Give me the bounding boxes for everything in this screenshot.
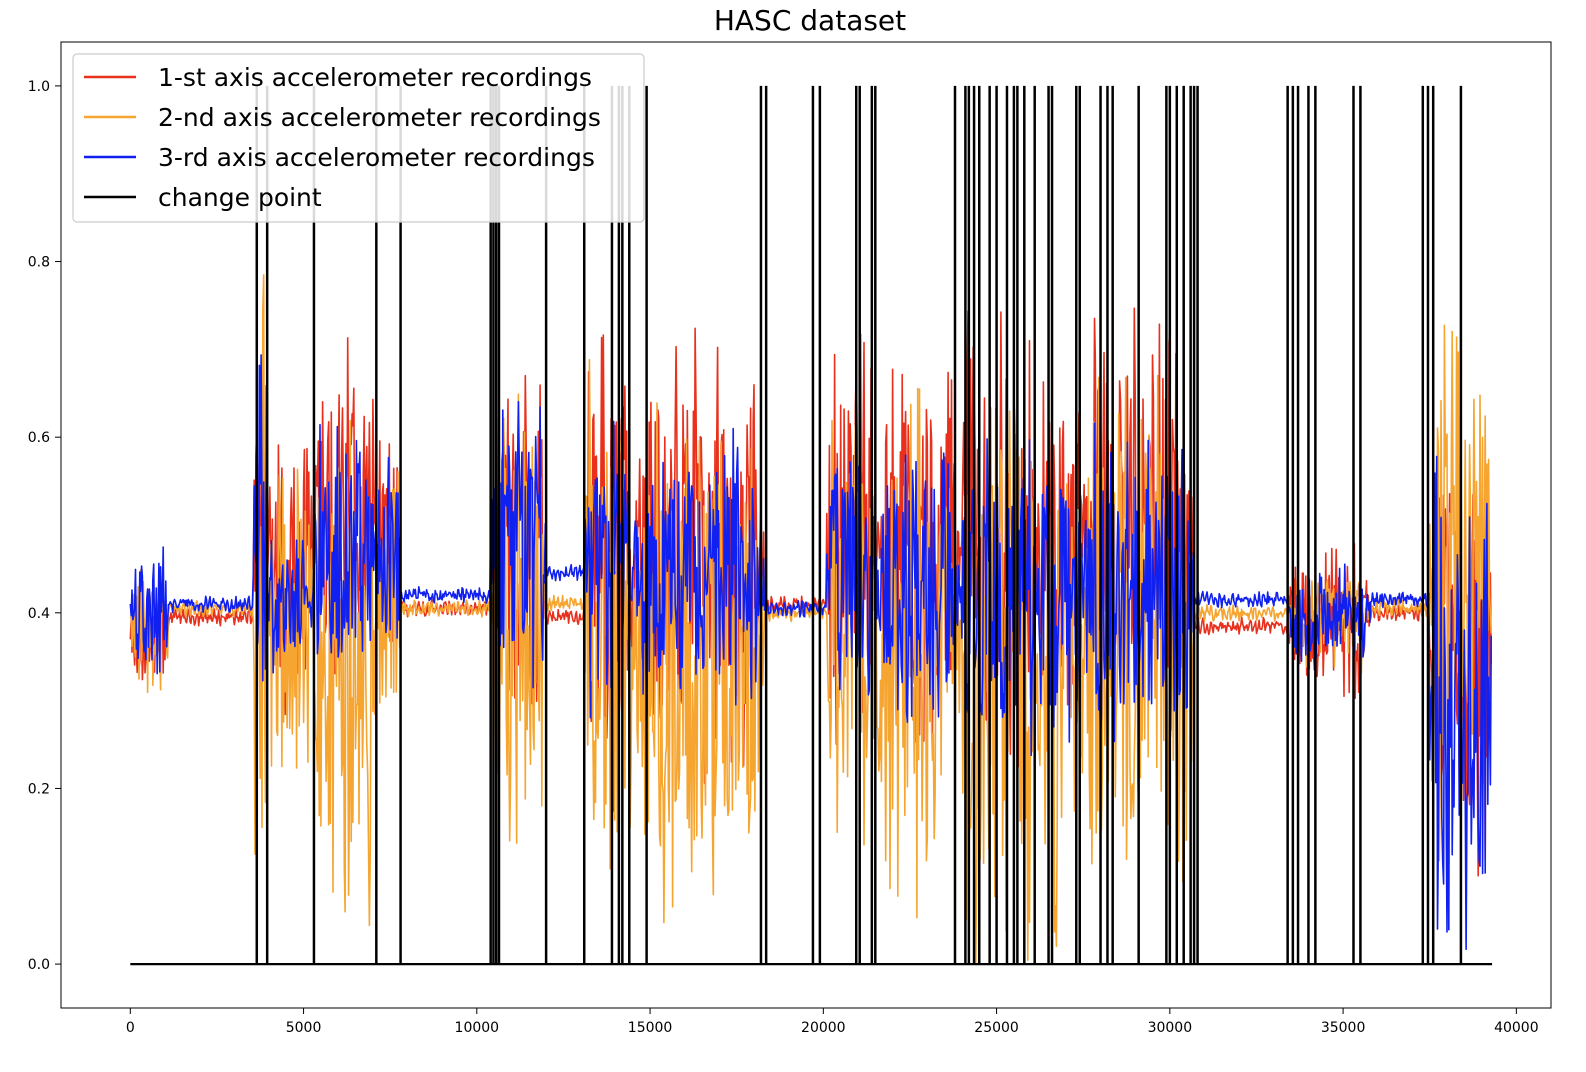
x-tick-label: 40000 <box>1494 1020 1539 1036</box>
legend-label-series-2: 2-nd axis accelerometer recordings <box>158 103 601 132</box>
x-tick-label: 20000 <box>801 1020 846 1036</box>
y-tick-label: 0.8 <box>28 255 50 271</box>
x-tick-label: 25000 <box>974 1020 1019 1036</box>
y-tick-label: 0.2 <box>28 781 50 797</box>
x-tick-label: 10000 <box>455 1020 500 1036</box>
plot-frame <box>60 41 1552 1009</box>
legend-label-series-3: 3-rd axis accelerometer recordings <box>158 143 595 172</box>
change-point-layer <box>130 85 1493 966</box>
x-tick-label: 35000 <box>1321 1020 1366 1036</box>
series-line-3 <box>129 288 1492 951</box>
y-tick-label: 0.6 <box>28 430 50 446</box>
legend-label-series-4: change point <box>158 183 322 212</box>
legend-frame <box>72 53 645 223</box>
x-tick-label: 30000 <box>1148 1020 1193 1036</box>
x-tick-label: 5000 <box>286 1020 322 1036</box>
y-tick-label: 0.4 <box>28 606 50 622</box>
legend-label-series-1: 1-st axis accelerometer recordings <box>158 63 592 92</box>
legend: 1-st axis accelerometer recordings 2-nd … <box>72 53 645 223</box>
y-tick-label: 1.0 <box>28 79 50 95</box>
y-tick-label: 0.0 <box>28 957 50 973</box>
series-layer <box>129 274 1492 965</box>
x-tick-label: 15000 <box>628 1020 673 1036</box>
y-axis: 0.0 0.2 0.4 0.6 0.8 1.0 <box>28 79 61 973</box>
series-line-2 <box>129 274 1492 965</box>
plot-area <box>129 85 1493 966</box>
x-tick-label: 0 <box>126 1020 135 1036</box>
x-axis: 0 5000 10000 15000 20000 25000 30000 35000 40000 <box>126 1008 1539 1036</box>
chart-title: HASC dataset <box>714 4 906 37</box>
